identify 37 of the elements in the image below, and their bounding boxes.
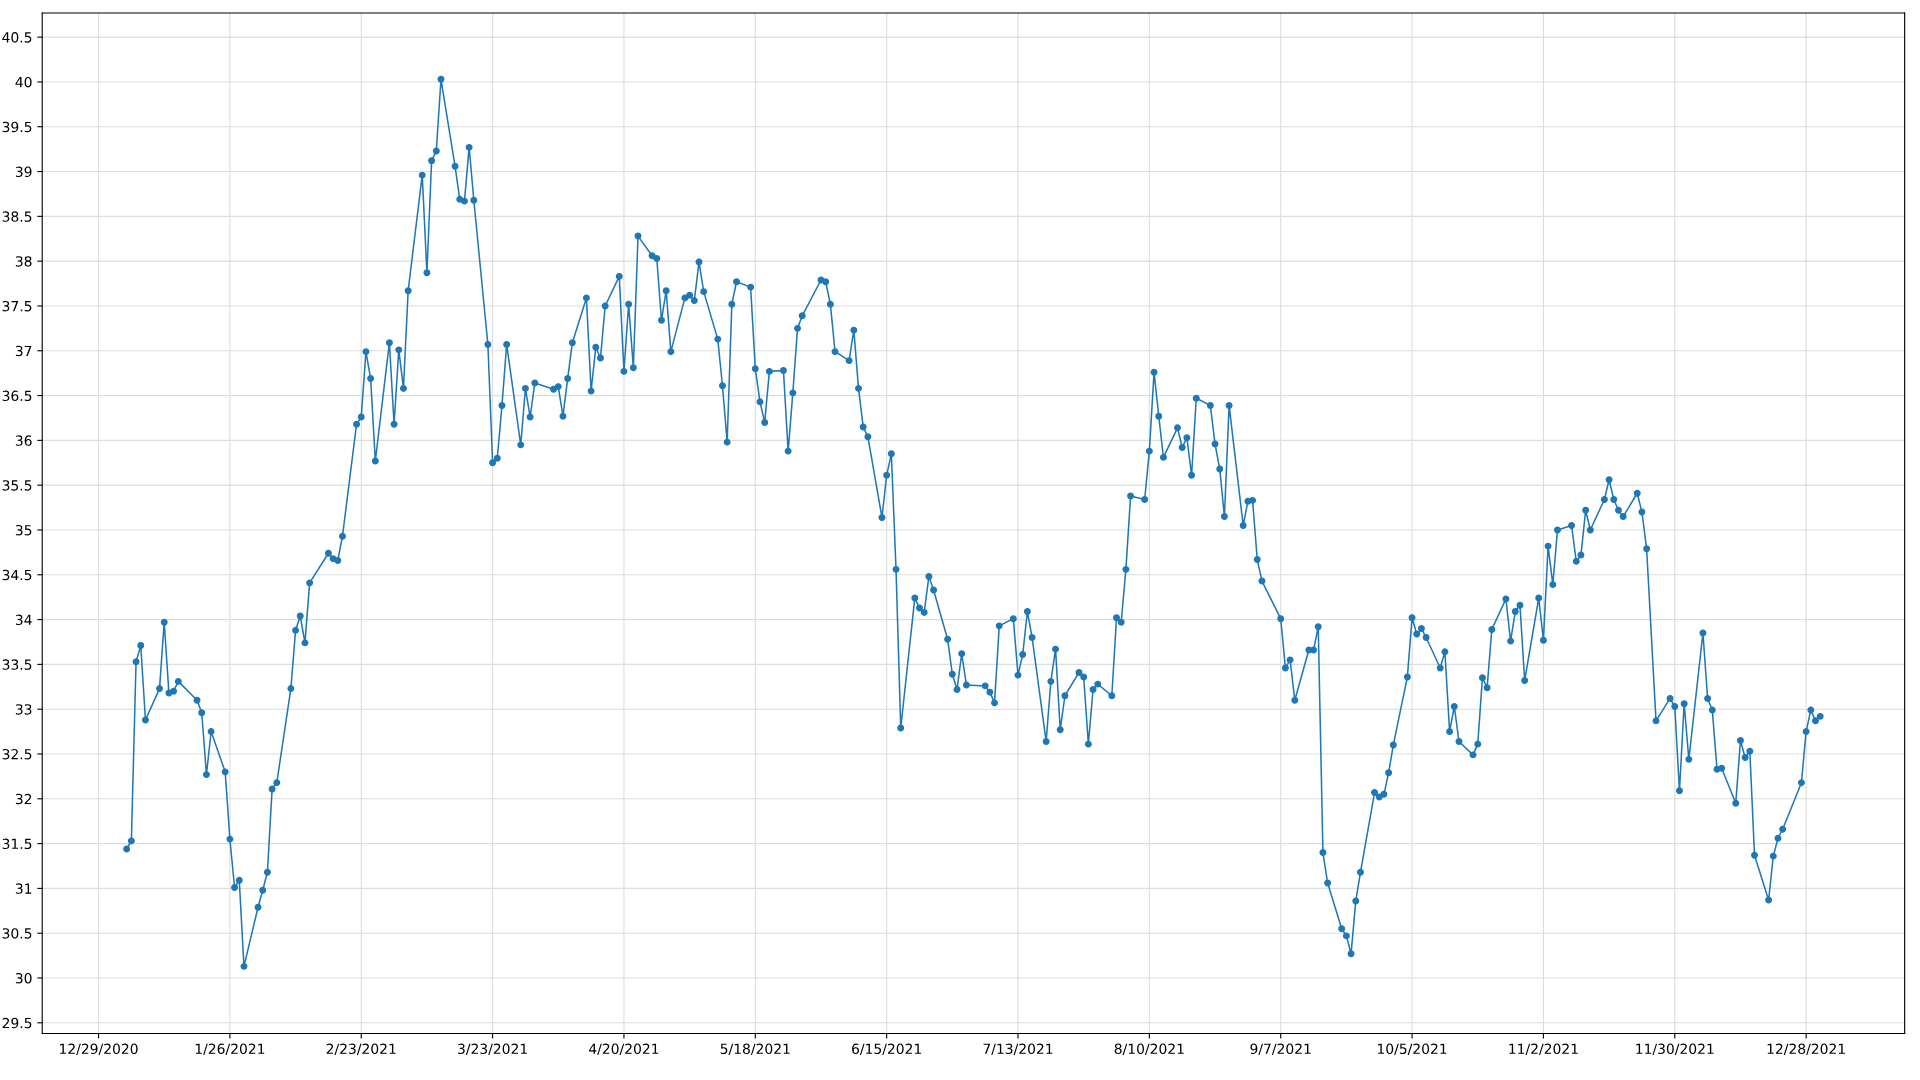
x-tick-label: 4/20/2021 bbox=[589, 1043, 659, 1056]
y-tick-label: 40.5 bbox=[2, 32, 32, 43]
x-tick-label: 11/2/2021 bbox=[1509, 1043, 1578, 1056]
y-tick-label: 30.5 bbox=[2, 928, 32, 939]
x-tick-label: 10/5/2021 bbox=[1377, 1043, 1447, 1056]
y-tick-label: 35.5 bbox=[2, 480, 32, 491]
y-tick-label: 39.5 bbox=[2, 121, 32, 133]
y-tick-label: 34.5 bbox=[2, 569, 32, 581]
x-tick-label: 1/26/2021 bbox=[195, 1043, 265, 1056]
x-tick-label: 11/30/2021 bbox=[1636, 1043, 1714, 1056]
y-tick-label: 39 bbox=[15, 166, 32, 178]
y-tick-label: 35 bbox=[15, 524, 32, 536]
y-tick-label: 30 bbox=[15, 972, 32, 984]
x-tick-label: 6/15/2021 bbox=[852, 1043, 921, 1056]
y-tick-label: 32.5 bbox=[2, 748, 32, 760]
y-tick-label: 37.5 bbox=[2, 300, 32, 312]
y-tick-label: 31.5 bbox=[2, 838, 32, 850]
y-tick-label: 29.5 bbox=[2, 1017, 32, 1029]
y-tick-label: 34 bbox=[15, 614, 32, 626]
x-tick-label: 2/23/2021 bbox=[326, 1043, 396, 1056]
x-tick-label: 12/28/2021 bbox=[1767, 1043, 1845, 1056]
y-tick-label: 32 bbox=[15, 793, 32, 805]
y-tick-label: 38 bbox=[15, 256, 32, 267]
y-tick-label: 36 bbox=[15, 435, 32, 446]
y-tick-label: 38.5 bbox=[2, 211, 32, 222]
y-tick-label: 36.5 bbox=[2, 390, 32, 402]
x-tick-label: 3/23/2021 bbox=[458, 1043, 527, 1056]
x-tick-label: 12/29/2020 bbox=[60, 1043, 138, 1056]
x-tick-label: 9/7/2021 bbox=[1250, 1043, 1311, 1056]
y-tick-label: 40 bbox=[15, 76, 32, 88]
y-tick-label: 33.5 bbox=[2, 659, 32, 670]
x-tick-label: 8/10/2021 bbox=[1114, 1043, 1184, 1056]
x-tick-label: 7/13/2021 bbox=[983, 1043, 1053, 1056]
x-tick-label: 5/18/2021 bbox=[720, 1043, 790, 1056]
y-tick-label: 31 bbox=[15, 883, 32, 894]
y-tick-label: 33 bbox=[15, 704, 32, 715]
y-tick-label: 37 bbox=[15, 345, 32, 357]
